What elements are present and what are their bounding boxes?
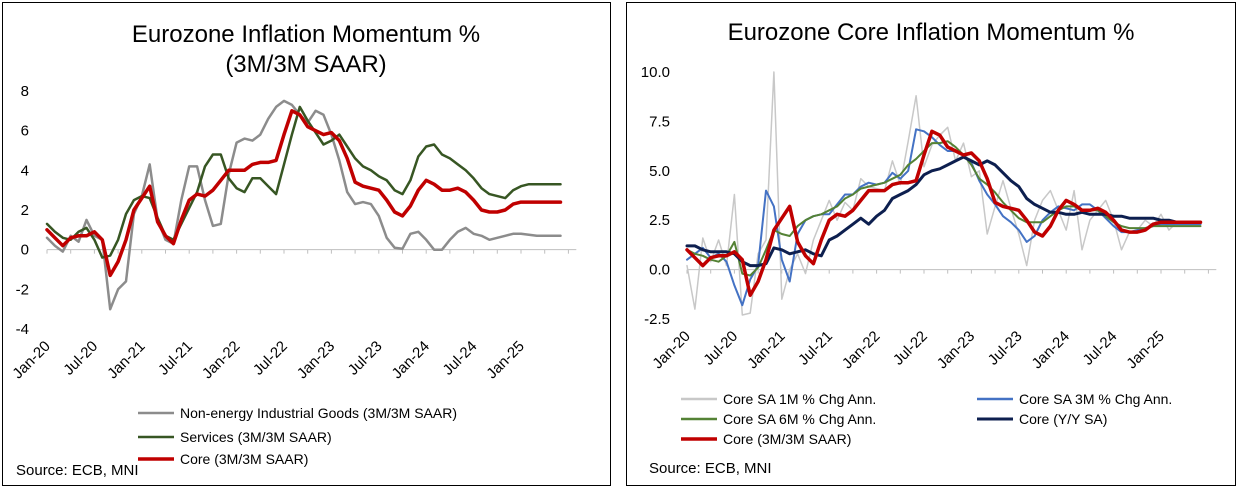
left-series-line-1 (45, 105, 562, 259)
left-chart: Eurozone Inflation Momentum % (3M/3M SAA… (9, 21, 577, 479)
left-y-tick-label: 2 (21, 202, 29, 219)
left-x-tick-label: Jan-20 (9, 338, 53, 382)
right-x-tick-label: Jul-20 (700, 328, 741, 369)
right-y-tick-label: 2.5 (649, 212, 670, 229)
left-x-tick-label: Jul-21 (155, 338, 196, 379)
right-x-tick-label: Jan-23 (934, 328, 978, 372)
right-source-note: Source: ECB, MNI (649, 460, 772, 477)
left-series-line-0 (45, 99, 562, 311)
right-x-tick-label: Jul-22 (890, 328, 931, 369)
right-series-line-0 (686, 71, 1202, 316)
right-legend-label-1: Core SA 3M % Chg Ann. (1019, 391, 1172, 407)
right-x-tick-label: Jan-24 (1029, 328, 1073, 372)
right-y-tick-label: 5.0 (649, 163, 670, 180)
right-chart-panel: Eurozone Core Inflation Momentum % 10.0 7… (626, 2, 1236, 486)
right-legend-label-4: Core (3M/3M SAAR) (723, 431, 851, 447)
right-legend-label-3: Core (Y/Y SA) (1019, 411, 1107, 427)
left-y-tick-label: -2 (16, 281, 29, 298)
left-y-tick-label: 0 (21, 242, 29, 259)
right-y-tick-label: 7.5 (649, 113, 670, 130)
left-y-tick-label: 4 (21, 162, 29, 179)
right-chart: Eurozone Core Inflation Momentum % 10.0 7… (641, 19, 1217, 477)
left-x-tick-label: Jan-25 (483, 338, 527, 382)
left-legend-label-1: Services (3M/3M SAAR) (180, 429, 332, 445)
right-x-tick-label: Jul-24 (1080, 328, 1121, 369)
right-y-tick-label: -2.5 (644, 311, 670, 328)
right-x-tick-label: Jan-22 (839, 328, 883, 372)
left-legend-label-0: Non-energy Industrial Goods (3M/3M SAAR) (180, 405, 457, 421)
right-x-tick-label: Jan-25 (1123, 328, 1167, 372)
right-series-line-4 (685, 129, 1203, 298)
right-x-tick-label: Jan-20 (649, 328, 693, 372)
left-chart-panel: Eurozone Inflation Momentum % (3M/3M SAA… (2, 2, 611, 486)
right-y-tick-label: 10.0 (641, 64, 670, 81)
left-chart-title-line-1: Eurozone Inflation Momentum % (132, 21, 480, 48)
left-chart-title-line-2: (3M/3M SAAR) (225, 51, 386, 78)
right-chart-title: Eurozone Core Inflation Momentum % (728, 19, 1135, 46)
left-x-tick-label: Jul-20 (60, 338, 101, 379)
left-source-note: Source: ECB, MNI (16, 462, 139, 479)
left-y-tick-label: -4 (16, 321, 29, 338)
left-x-tick-label: Jul-23 (345, 338, 386, 379)
right-legend-label-0: Core SA 1M % Chg Ann. (723, 391, 876, 407)
right-series-line-3 (685, 155, 1202, 268)
left-legend-label-2: Core (3M/3M SAAR) (180, 451, 308, 467)
left-y-tick-label: 6 (21, 123, 29, 140)
left-x-tick-label: Jan-21 (104, 338, 148, 382)
right-x-tick-label: Jul-21 (795, 328, 836, 369)
right-y-tick-label: 0.0 (649, 262, 670, 279)
right-series-line-1 (686, 128, 1202, 307)
left-y-tick-label: 8 (21, 83, 29, 100)
right-x-tick-label: Jan-21 (744, 328, 788, 372)
right-x-tick-label: Jul-23 (985, 328, 1026, 369)
left-x-tick-label: Jul-22 (250, 338, 291, 379)
left-x-tick-label: Jan-23 (294, 338, 338, 382)
left-x-tick-label: Jul-24 (440, 338, 481, 379)
right-legend-label-2: Core SA 6M % Chg Ann. (723, 411, 876, 427)
left-series-line-2 (45, 109, 563, 278)
left-x-tick-label: Jan-24 (389, 338, 433, 382)
left-x-tick-label: Jan-22 (199, 338, 243, 382)
